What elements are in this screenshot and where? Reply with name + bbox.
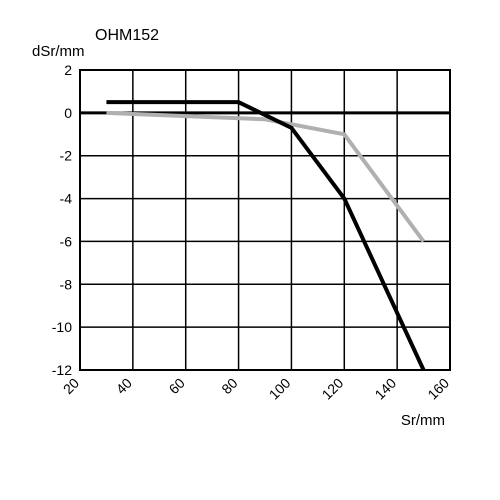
chart-title: OHM152: [95, 27, 159, 44]
y-tick-label: -2: [60, 148, 73, 164]
y-tick-label: -8: [60, 276, 73, 292]
x-axis-label: Sr/mm: [401, 412, 445, 429]
y-axis-label: dSr/mm: [32, 43, 85, 60]
y-tick-label: -6: [60, 233, 73, 249]
y-tick-label: 2: [64, 62, 72, 78]
chart-svg: -12-10-8-6-4-20220406080100120140160dSr/…: [0, 0, 500, 500]
y-tick-label: -4: [60, 191, 73, 207]
y-tick-label: 0: [64, 105, 72, 121]
y-tick-label: -10: [52, 319, 72, 335]
chart-container: -12-10-8-6-4-20220406080100120140160dSr/…: [0, 0, 500, 500]
